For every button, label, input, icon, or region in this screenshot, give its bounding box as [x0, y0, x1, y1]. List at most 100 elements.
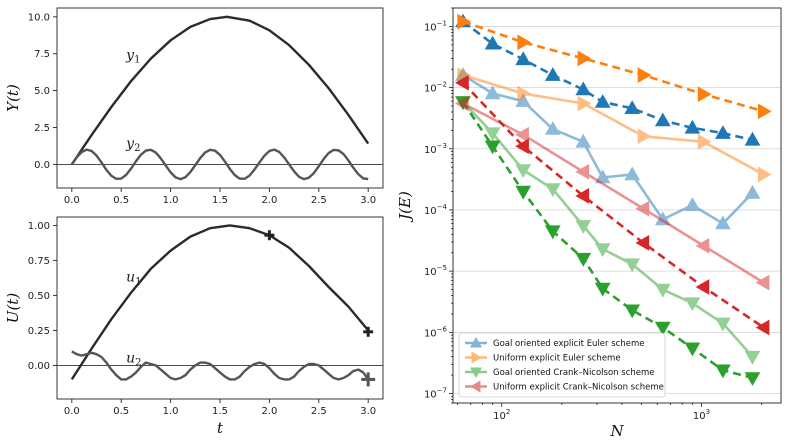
- curve-label-sub: 1: [135, 276, 141, 287]
- y-tick-label: 10.0: [28, 12, 50, 23]
- data-point: [544, 67, 561, 81]
- data-point: [695, 237, 710, 254]
- tick-mantissa: 10: [493, 411, 506, 422]
- curve-label-main: u: [126, 351, 135, 367]
- y-axis-label: U(t): [4, 293, 22, 324]
- tick-mantissa: 10: [424, 206, 437, 217]
- series-line: [462, 73, 765, 176]
- data-point: [575, 133, 592, 148]
- data-point: [715, 317, 731, 332]
- axes-frame: [452, 7, 782, 404]
- plus-marker: [264, 230, 275, 241]
- data-point: [484, 127, 501, 142]
- x-tick-label: 0.5: [113, 195, 129, 206]
- y-tick-label: 7.5: [34, 49, 50, 60]
- series-line: [462, 20, 765, 113]
- data-point: [715, 125, 731, 139]
- y-tick-label: 10−3: [424, 142, 447, 156]
- data-point: [755, 319, 770, 336]
- data-point: [695, 279, 710, 295]
- tick-mantissa: 10: [424, 84, 437, 95]
- curve-label-u2: u2: [126, 351, 141, 369]
- tick-mantissa: 10: [693, 411, 706, 422]
- data-point: [635, 235, 650, 251]
- tick-exponent: −5: [437, 264, 447, 272]
- curve-label-y1: y1: [125, 48, 140, 66]
- x-tick-label: 2.5: [311, 406, 327, 417]
- legend-marker: [470, 367, 482, 378]
- y-axis-label: Y(t): [4, 84, 22, 112]
- curve-label-sub: 1: [134, 55, 140, 66]
- data-point: [624, 258, 641, 273]
- data-point: [715, 215, 731, 230]
- series-5: [455, 96, 761, 386]
- data-point: [577, 50, 592, 67]
- data-point: [684, 342, 701, 357]
- data-point: [697, 86, 712, 103]
- x-tick-label: 0.5: [113, 406, 129, 417]
- data-point: [517, 85, 532, 102]
- data-point: [484, 35, 501, 50]
- data-point: [624, 166, 641, 181]
- series-line-y2: [70, 148, 369, 181]
- data-point: [575, 81, 592, 96]
- series-line: [462, 101, 754, 358]
- curve-label-main: y: [125, 48, 135, 64]
- data-point: [744, 184, 761, 199]
- tick-exponent: −7: [437, 387, 447, 395]
- data-point: [654, 283, 671, 298]
- series-line: [462, 102, 765, 284]
- y-tick-label: 10−6: [424, 325, 448, 339]
- data-point: [757, 166, 772, 183]
- tick-exponent: 2: [506, 408, 510, 416]
- legend-swatch: [465, 367, 487, 378]
- y-tick-label: 0.0: [34, 160, 50, 171]
- x-tick-label: 1.5: [212, 195, 228, 206]
- curve-label-sub: 2: [135, 358, 141, 369]
- data-point: [575, 188, 590, 204]
- x-tick-label: 103: [693, 408, 710, 422]
- data-point: [484, 85, 501, 100]
- y-tick-label: 10−1: [424, 19, 447, 33]
- tick-exponent: 3: [706, 408, 710, 416]
- data-point: [457, 13, 472, 30]
- tick-mantissa: 10: [424, 390, 437, 401]
- data-point: [637, 128, 652, 145]
- data-point: [654, 112, 671, 127]
- y-tick-label: 5.0: [34, 86, 50, 97]
- series-line-u2: [71, 350, 370, 381]
- tick-exponent: −1: [437, 19, 447, 27]
- series-7: [454, 74, 770, 336]
- data-point: [575, 163, 590, 180]
- data-point: [757, 103, 772, 120]
- data-point: [515, 164, 532, 179]
- plus-marker: [363, 326, 374, 337]
- data-point: [454, 95, 469, 112]
- y-tick-label: 10−7: [424, 387, 447, 401]
- x-axis-label: N: [609, 422, 624, 440]
- data-point: [544, 183, 561, 198]
- legend-label: Goal oriented Crank–Nicolson scheme: [493, 368, 655, 378]
- y-tick-label: 0.25: [28, 326, 50, 337]
- x-tick-label: 2.0: [261, 406, 277, 417]
- data-point: [744, 372, 761, 386]
- panel-0: 0.0 0.5 1.0 1.5 2.0 2.5 3.00.02.55.07.510.0y1y…: [4, 7, 384, 206]
- y-tick-label: 0.50: [28, 291, 50, 302]
- x-tick-label: 3.0: [360, 406, 376, 417]
- legend-label: Goal oriented explicit Euler scheme: [493, 339, 644, 349]
- tick-exponent: −4: [437, 203, 448, 211]
- legend-frame: [458, 332, 666, 398]
- data-point: [684, 297, 701, 312]
- data-point: [515, 93, 532, 107]
- legend-marker: [471, 351, 482, 364]
- curve-label-main: y: [125, 136, 135, 152]
- data-point: [594, 243, 611, 258]
- data-point: [515, 138, 529, 155]
- x-tick-label: 0.0: [64, 195, 80, 206]
- curve-label-sub: 2: [134, 143, 140, 154]
- legend-swatch: [465, 380, 487, 393]
- curve-label-main: u: [126, 269, 135, 285]
- series-line-y1: [70, 15, 370, 166]
- tick-mantissa: 10: [424, 145, 437, 156]
